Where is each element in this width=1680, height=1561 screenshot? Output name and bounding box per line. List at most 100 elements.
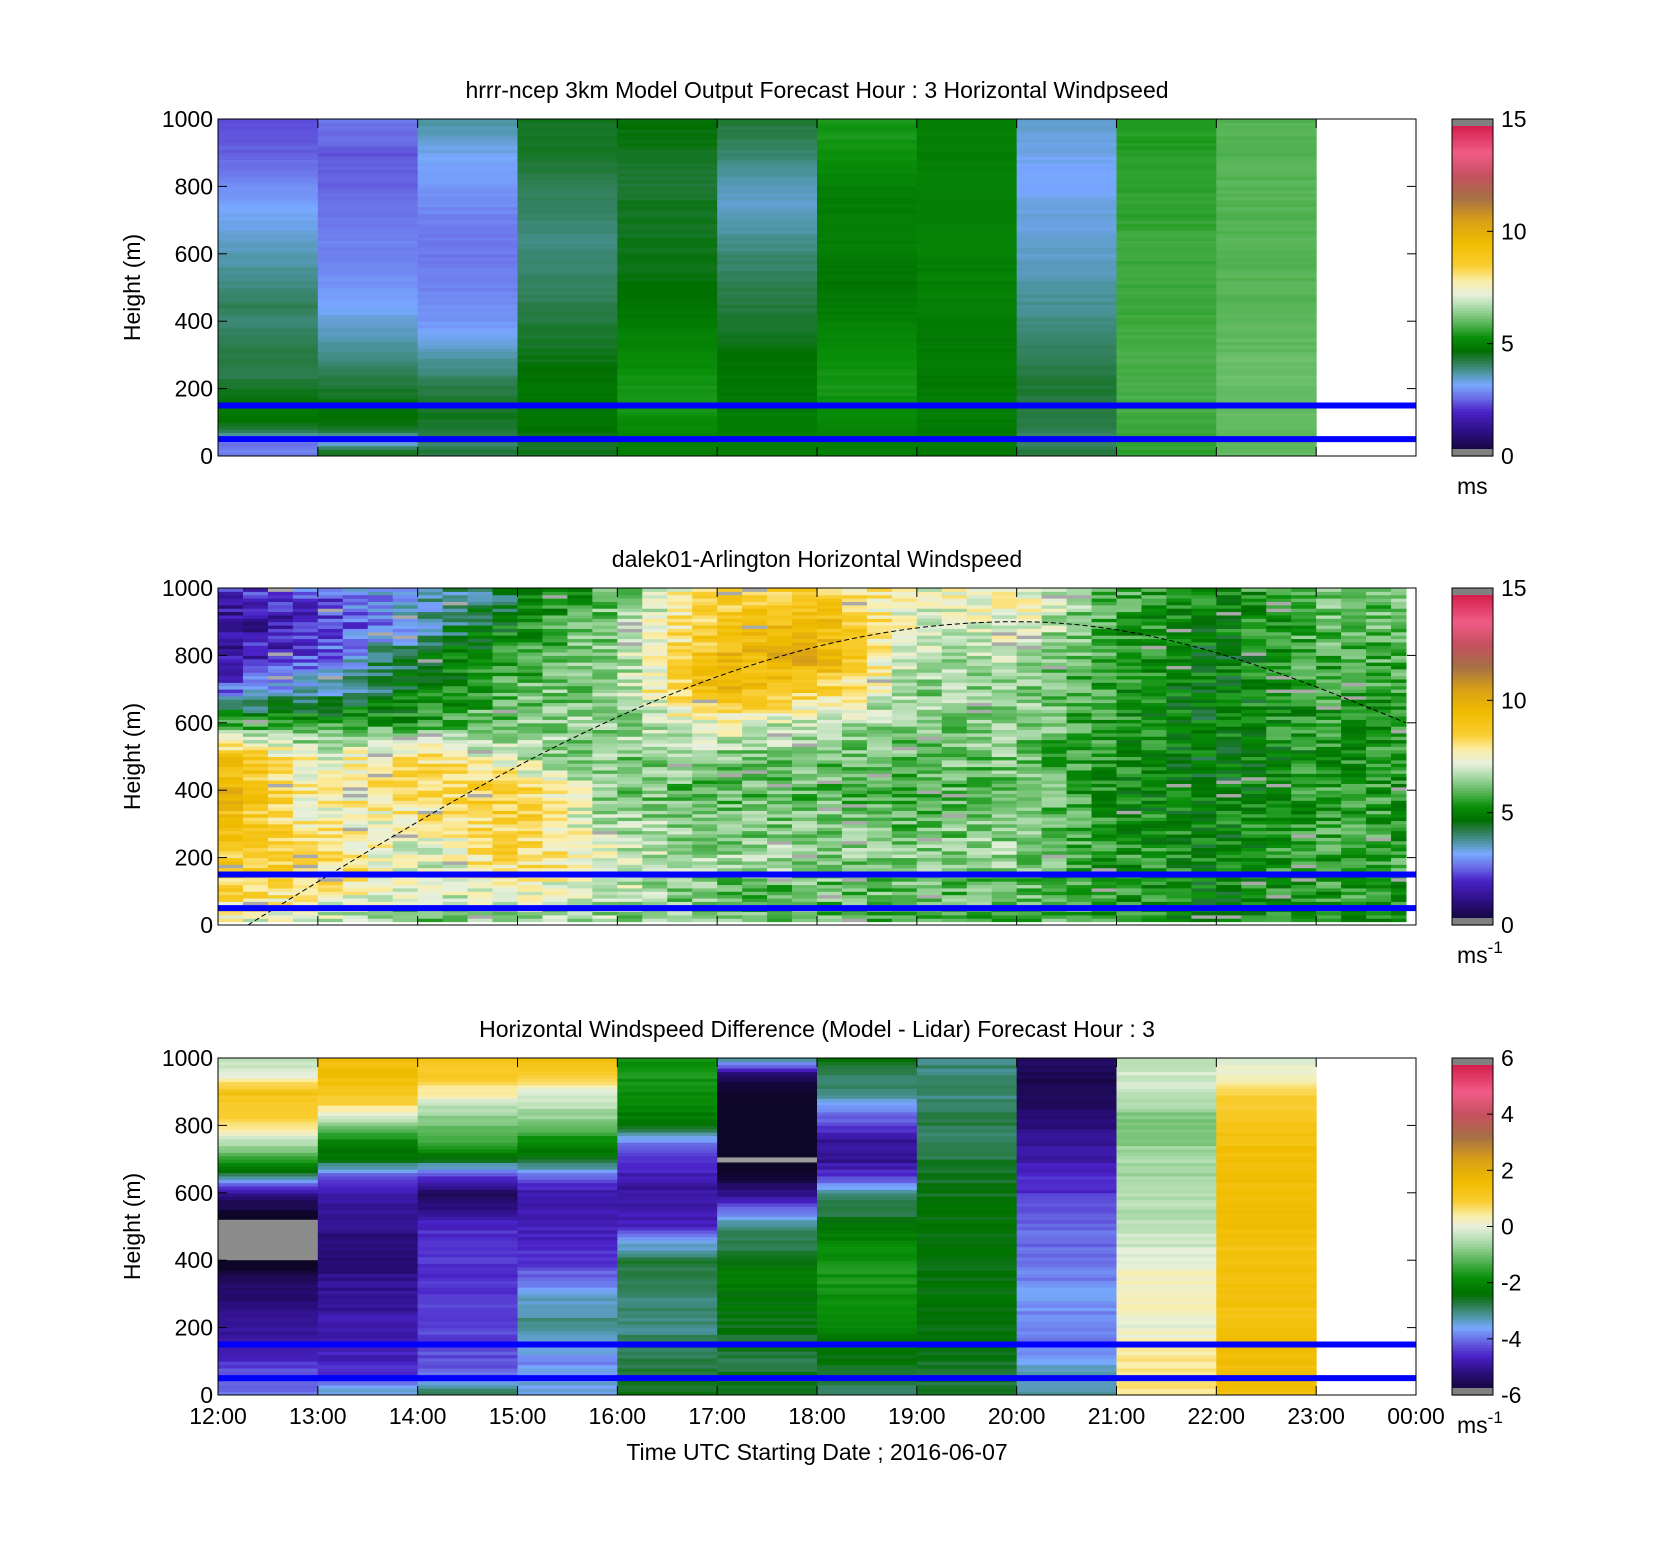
heatmap-cell (242, 860, 269, 865)
heatmap-cell (742, 598, 768, 602)
heatmap-cell (567, 709, 593, 714)
heatmap-cell (642, 648, 668, 653)
colorbar-segment (1452, 307, 1493, 311)
heatmap-cell (367, 638, 394, 643)
heatmap-cell (617, 412, 718, 417)
heatmap-cell (891, 672, 918, 677)
heatmap-cell (517, 678, 543, 683)
heatmap-cell (492, 732, 518, 737)
heatmap-cell (717, 166, 818, 171)
heatmap-cell (218, 753, 244, 757)
heatmap-cell (442, 803, 469, 808)
heatmap-cell (717, 358, 818, 363)
heatmap-cell (542, 766, 568, 771)
heatmap-cell (667, 618, 693, 623)
heatmap-cell (617, 638, 643, 643)
heatmap-cell (417, 247, 518, 251)
heatmap-cell (916, 179, 1018, 184)
heatmap-cell (517, 682, 543, 687)
heatmap-cell (642, 618, 668, 623)
heatmap-cell (417, 763, 444, 768)
heatmap-cell (891, 860, 918, 865)
heatmap-cell (267, 834, 294, 838)
heatmap-cell (442, 692, 469, 697)
heatmap-cell (442, 898, 469, 902)
heatmap-cell (866, 739, 893, 744)
heatmap-cell (742, 827, 768, 832)
heatmap-cell (342, 881, 369, 886)
heatmap-cell (467, 665, 494, 670)
heatmap-cell (742, 749, 768, 754)
heatmap-cell (1116, 817, 1142, 822)
heatmap-cell (742, 790, 768, 795)
heatmap-cell (642, 881, 668, 886)
heatmap-cell (1016, 442, 1117, 447)
heatmap-cell (817, 183, 918, 187)
heatmap-cell (1116, 844, 1142, 848)
heatmap-cell (1216, 354, 1317, 359)
colorbar-segment (1452, 433, 1493, 437)
heatmap-cell (592, 753, 618, 757)
heatmap-cell (667, 773, 693, 778)
heatmap-cell (218, 166, 319, 171)
heatmap-cell (1016, 365, 1117, 369)
heatmap-cell (991, 753, 1018, 757)
heatmap-cell (567, 705, 593, 710)
heatmap-cell (1116, 287, 1217, 292)
heatmap-cell (891, 746, 918, 751)
heatmap-cell (567, 621, 593, 626)
heatmap-cell (492, 827, 518, 832)
heatmap-cell (1091, 790, 1117, 795)
heatmap-cell (1141, 894, 1167, 899)
heatmap-cell (1016, 125, 1117, 130)
heatmap-cell (767, 621, 793, 626)
heatmap-cell (218, 378, 319, 383)
heatmap-cell (1016, 759, 1043, 764)
heatmap-cell (317, 375, 419, 379)
heatmap-cell (342, 699, 369, 704)
heatmap-cell (267, 837, 294, 842)
heatmap-cell (1066, 658, 1093, 663)
heatmap-cell (317, 334, 419, 339)
heatmap-cell (467, 911, 494, 916)
heatmap-cell (517, 783, 543, 788)
heatmap-cell (218, 601, 244, 606)
heatmap-cell (916, 662, 943, 667)
heatmap-cell (1116, 317, 1217, 322)
heatmap-cell (916, 844, 943, 848)
heatmap-cell (642, 894, 668, 899)
heatmap-cell (916, 823, 943, 828)
heatmap-cell (717, 216, 818, 221)
heatmap-cell (1116, 172, 1217, 177)
heatmap-cell (717, 304, 818, 309)
heatmap-cell (517, 334, 618, 339)
heatmap-cell (567, 854, 593, 859)
heatmap-cell (891, 898, 918, 902)
heatmap-cell (467, 867, 494, 872)
heatmap-cell (817, 327, 918, 332)
heatmap-cell (267, 756, 294, 761)
colorbar-segment (1452, 321, 1493, 325)
heatmap-cell (617, 678, 643, 683)
heatmap-cell (367, 844, 394, 848)
heatmap-cell (517, 311, 618, 315)
heatmap-cell (417, 918, 444, 923)
heatmap-cell (242, 854, 269, 859)
heatmap-cell (567, 675, 593, 680)
heatmap-cell (1066, 736, 1093, 741)
heatmap-cell (367, 813, 394, 818)
heatmap-cell (267, 618, 294, 623)
heatmap-cell (218, 274, 319, 278)
heatmap-cell (317, 881, 344, 886)
heatmap-cell (841, 736, 868, 741)
heatmap-cell (417, 253, 518, 258)
heatmap-cell (1066, 766, 1093, 771)
heatmap-cell (642, 887, 668, 892)
heatmap-cell (342, 756, 369, 761)
heatmap-cell (442, 749, 469, 754)
heatmap-cell (417, 786, 444, 791)
heatmap-cell (442, 793, 469, 798)
heatmap-cell (966, 840, 993, 845)
heatmap-cell (218, 739, 244, 744)
heatmap-cell (667, 658, 693, 663)
